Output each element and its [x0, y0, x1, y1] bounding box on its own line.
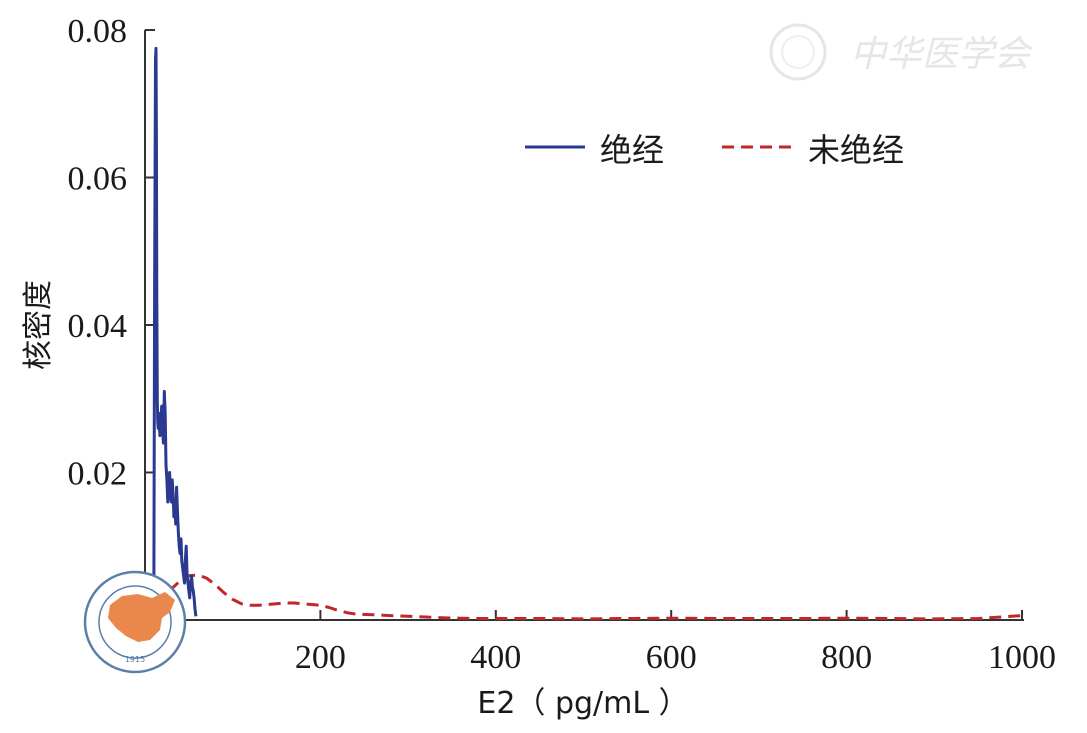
watermark-text: 中华医学会	[850, 34, 1034, 75]
y-tick-label: 0.04	[68, 308, 128, 345]
seal-inner-ring-icon	[98, 585, 172, 659]
series-layer	[143, 46, 1023, 622]
x-tick-label: 400	[470, 639, 521, 676]
watermark-seal-icon	[769, 23, 827, 81]
legend: 绝经 未绝经	[525, 131, 904, 169]
china-map-icon	[108, 592, 175, 642]
ticks: 020040060080010000.020.040.060.08	[68, 13, 1057, 676]
x-axis-title: E2（ pg/mL ）	[477, 686, 688, 721]
watermark: 中华医学会	[769, 23, 1034, 81]
y-tick-label: 0.02	[68, 456, 128, 493]
x-tick-label: 800	[821, 639, 872, 676]
axes	[144, 30, 1024, 621]
series-line-premenopausal	[143, 573, 1023, 622]
series-line-postmenopausal	[152, 46, 198, 621]
x-tick-label: 200	[295, 639, 346, 676]
x-tick-label: 600	[646, 639, 697, 676]
cma-seal: 1915	[83, 570, 187, 674]
y-axis-title: 核密度	[21, 280, 56, 370]
y-tick-label: 0.06	[68, 161, 128, 198]
legend-label-postmenopausal: 绝经	[600, 131, 664, 169]
seal-year-text: 1915	[125, 655, 145, 664]
legend-label-premenopausal: 未绝经	[808, 131, 904, 169]
x-tick-label: 1000	[988, 639, 1056, 676]
y-tick-label: 0.08	[68, 13, 128, 50]
